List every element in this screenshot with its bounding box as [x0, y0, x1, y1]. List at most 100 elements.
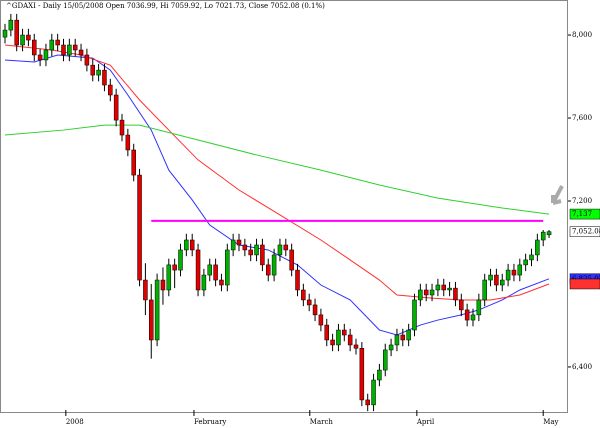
candle-body [178, 249, 183, 271]
candle-body [248, 249, 253, 256]
candle-body [511, 269, 517, 276]
candle-body [388, 344, 394, 351]
candle-body [102, 69, 107, 86]
candle-body [301, 289, 306, 301]
y-tick-label: 7,600 [572, 114, 592, 122]
candle-body [55, 39, 60, 46]
candle-body [119, 119, 125, 136]
price-label: 7,137 [572, 210, 592, 218]
candle-body [113, 94, 119, 121]
candle-body [306, 299, 312, 306]
y-tick-label: 6,400 [572, 363, 592, 371]
candle-body [400, 334, 406, 341]
candle-body [254, 244, 259, 256]
candle-body [406, 329, 411, 341]
candle-body [20, 34, 25, 46]
candle-body [43, 49, 49, 61]
price-box [569, 278, 600, 290]
candle-body [271, 254, 277, 276]
candle-body [499, 279, 505, 286]
candle-body [201, 274, 207, 291]
candle-body [423, 289, 429, 296]
candle-body [160, 279, 166, 291]
candle-body [61, 44, 66, 56]
candle-body [382, 349, 388, 371]
candle-body [72, 44, 78, 51]
candle-body [219, 279, 224, 286]
indicator-line [4, 44, 550, 301]
x-tick-label: April [416, 418, 435, 426]
candle-body [312, 304, 318, 316]
candle-body [125, 134, 131, 151]
candle-body [336, 329, 341, 346]
candle-body [277, 244, 283, 256]
candle-body [289, 249, 294, 271]
candle-body [488, 274, 493, 281]
candle-body [184, 239, 189, 251]
x-tick-label: 2008 [66, 418, 84, 426]
candle-body [505, 269, 511, 281]
candle-body [189, 239, 195, 251]
candle-body [342, 329, 347, 336]
price-box [569, 226, 600, 237]
candle-body [318, 314, 324, 326]
x-tick-label: March [310, 418, 334, 426]
price-box [569, 208, 600, 220]
price-label: 7,052.08 [572, 228, 600, 236]
candle-body [412, 299, 417, 331]
indicator-line [4, 54, 550, 336]
candle-body [482, 279, 487, 301]
candle-body [353, 344, 359, 349]
candle-body [242, 244, 248, 251]
candle-body [453, 287, 458, 301]
candle-body [172, 264, 177, 271]
candle-body [2, 29, 8, 38]
candle-body [517, 264, 523, 276]
candle-body [447, 287, 452, 291]
candle-body [207, 264, 212, 276]
candle-body [32, 39, 37, 56]
candle-body [236, 239, 242, 246]
candle-body [149, 299, 154, 341]
candle-body [166, 264, 172, 291]
candle-body [441, 284, 446, 291]
candle-body [230, 239, 236, 251]
candle-body [37, 54, 43, 61]
candle-body [371, 379, 376, 406]
candle-body [225, 249, 230, 286]
candle-body [535, 239, 540, 256]
candle-body [418, 289, 423, 301]
candle-body [84, 54, 90, 66]
candle-body [143, 279, 148, 301]
candle-body [108, 84, 113, 96]
candle-body [8, 19, 14, 31]
arrow [551, 185, 564, 205]
y-tick-label: 8,000 [572, 31, 592, 39]
candle-body [359, 348, 365, 401]
candle-body [137, 174, 142, 281]
y-tick-label: 7,200 [572, 197, 592, 205]
x-tick-label: May [543, 418, 558, 426]
candle-body [283, 244, 289, 251]
candle-body [324, 324, 329, 341]
candle-body [49, 39, 55, 51]
chart-title: ^GDAXI - Daily 15/05/2008 Open 7036.99, … [6, 2, 325, 10]
candle-body [154, 279, 160, 341]
candle-body [14, 19, 19, 46]
candle-body [67, 44, 72, 56]
candle-body [265, 264, 271, 276]
candle-body [394, 334, 400, 346]
candle-body [470, 314, 476, 321]
candle-body [260, 244, 265, 266]
candle-body [540, 231, 546, 241]
candle-body [90, 64, 96, 76]
candle-body [546, 231, 552, 236]
candle-body [377, 369, 382, 381]
candle-body [464, 309, 470, 321]
x-tick-label: February [194, 418, 226, 426]
candle-body [26, 34, 31, 41]
candle-body [365, 399, 370, 406]
candle-body [523, 259, 528, 266]
candle-body [429, 289, 435, 296]
